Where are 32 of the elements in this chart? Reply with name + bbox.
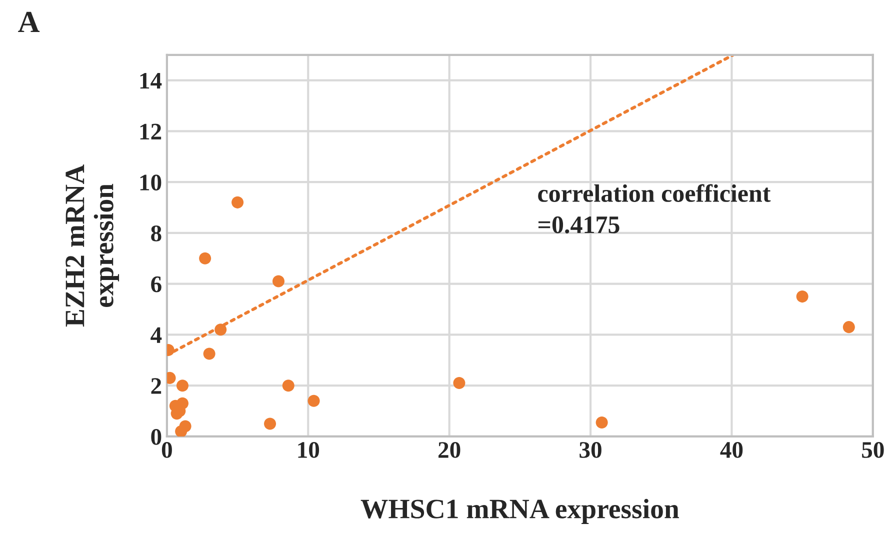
point: [214, 324, 227, 336]
x-axis-title: WHSC1 mRNA expression: [360, 498, 679, 524]
annotation: correlation coefficient =0.4175: [538, 184, 771, 234]
y-axis-title: EZH2 mRNA expression: [66, 164, 120, 327]
point: [796, 290, 808, 303]
point: [453, 377, 466, 390]
point: [272, 275, 284, 288]
point: [199, 252, 212, 264]
y-tick-label: 10: [140, 174, 162, 191]
point: [596, 416, 608, 428]
point: [308, 394, 320, 407]
x-tick-label: 50: [862, 442, 884, 458]
text: A: [18, 12, 40, 32]
y-tick-label: 8: [151, 225, 162, 242]
y-tick-label: 4: [150, 327, 162, 343]
x-tick-label: 10: [298, 442, 320, 458]
point: [842, 321, 855, 334]
y-tick-label: 12: [140, 124, 162, 140]
x-tick-label: 40: [720, 442, 743, 458]
point: [176, 380, 188, 392]
x-tick-label: 0: [162, 442, 172, 458]
y-tick-label: 0: [151, 428, 162, 445]
point: [175, 425, 188, 436]
point: [264, 418, 276, 430]
y-tick-label: 14: [140, 72, 162, 89]
y-tick-label: 2: [151, 378, 162, 394]
x-tick-label: 30: [580, 442, 602, 458]
x-tick-label: 20: [438, 442, 460, 458]
point: [203, 348, 216, 360]
y-tick-label: 6: [151, 276, 162, 292]
point: [282, 380, 294, 392]
point: [232, 196, 244, 208]
